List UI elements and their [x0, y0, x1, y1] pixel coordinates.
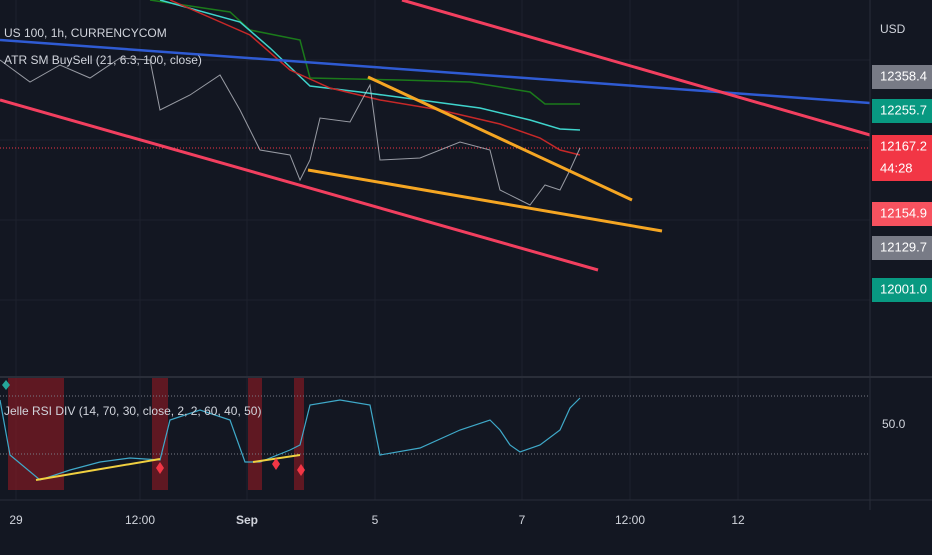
price-badge	[872, 65, 932, 89]
rsi-level: 50.0	[882, 417, 906, 431]
price-label: 12154.9	[880, 205, 927, 220]
time-label: 12	[731, 513, 745, 527]
currency: USD	[880, 22, 906, 36]
rsi-title: Jelle RSI DIV (14, 70, 30, close, 2, 2, …	[4, 404, 261, 418]
price-label: 12255.7	[880, 102, 927, 117]
sell-marker	[156, 458, 305, 476]
price-label: 12358.4	[880, 68, 927, 83]
atr-lower	[169, 0, 581, 156]
price-badge	[872, 278, 932, 302]
channel-upper	[401, 0, 871, 137]
time-label: 5	[372, 513, 379, 527]
indicator-label: ATR SM BuySell (21, 6.3, 100, close)	[4, 53, 202, 67]
channel-lower	[0, 98, 599, 272]
price-path	[0, 57, 581, 206]
price-label: 12129.7	[880, 239, 927, 254]
divergence-line	[252, 454, 301, 463]
ema-line	[159, 0, 581, 131]
time-label: Sep	[236, 513, 258, 527]
wedge-upper	[367, 75, 633, 202]
wedge-lower	[307, 168, 663, 233]
price-badge	[872, 99, 932, 123]
price-label: 12167.2	[880, 138, 927, 153]
price-badge	[872, 202, 932, 226]
time-label: 12:00	[615, 513, 645, 527]
rsi-line	[0, 397, 581, 481]
symbol: US 100, 1h, CURRENCYCOM	[4, 26, 167, 40]
time-label: 7	[519, 513, 526, 527]
buy-marker	[2, 380, 10, 390]
signal-zones	[8, 378, 304, 490]
atr-upper	[149, 0, 580, 105]
time-label: 29	[9, 513, 23, 527]
price-badge	[872, 135, 932, 181]
countdown: 44:28	[880, 160, 913, 175]
price-badge	[872, 236, 932, 260]
divergence-line	[35, 458, 161, 481]
price-label: 12001.0	[880, 281, 927, 296]
time-label: 12:00	[125, 513, 155, 527]
grid	[0, 0, 870, 500]
